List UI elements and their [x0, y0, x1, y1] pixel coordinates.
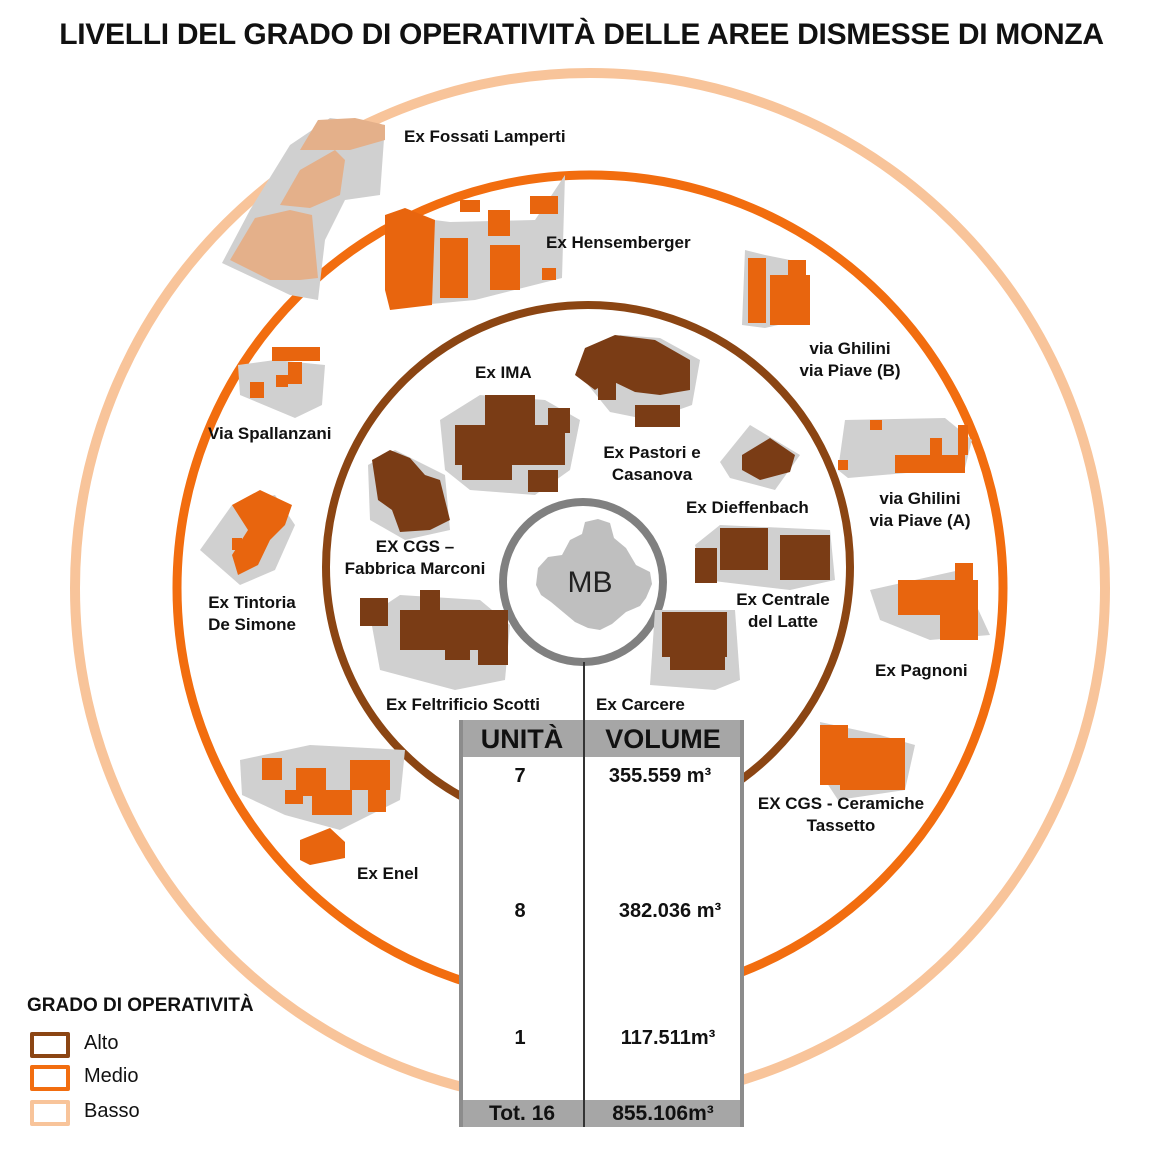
- buildings-basso: [222, 118, 385, 300]
- table-cell-volume-alto: 355.559 m³: [608, 765, 712, 787]
- legend-swatch-alto: [30, 1032, 70, 1058]
- center-map: [499, 498, 667, 1127]
- buildings-medio: [200, 175, 990, 865]
- legend-title: GRADO DI OPERATIVITÀ: [27, 995, 254, 1016]
- legend-label-alto: Alto: [84, 1032, 119, 1054]
- legend-label-medio: Medio: [84, 1065, 139, 1087]
- label-ex-enel: Ex Enel: [357, 864, 419, 883]
- monza-map-shape: [536, 519, 652, 630]
- label-ex-centrale-latte: Ex Centrale del Latte: [736, 590, 830, 631]
- legend-swatch-basso: [30, 1100, 70, 1126]
- center-label: MB: [567, 566, 613, 599]
- table-body-bg: [459, 720, 744, 1127]
- label-ex-feltrificio-scotti: Ex Feltrificio Scotti: [386, 695, 540, 714]
- label-ex-tintoria-de-simone: Ex Tintoria De Simone: [208, 593, 296, 634]
- table-footer-bg: [459, 1100, 744, 1127]
- table-header-bg: [459, 720, 744, 757]
- label-ex-hensemberger: Ex Hensemberger: [546, 233, 691, 252]
- label-via-spallanzani: Via Spallanzani: [208, 424, 332, 443]
- table-total-volume: 855.106m³: [612, 1102, 714, 1125]
- label-ex-pastori-casanova: Ex Pastori e Casanova: [603, 443, 701, 484]
- label-ex-cgs-ceramiche-tassetto: EX CGS - Ceramiche Tassetto: [757, 794, 925, 835]
- page-title: LIVELLI DEL GRADO DI OPERATIVITÀ DELLE A…: [59, 18, 1104, 51]
- legend-label-basso: Basso: [84, 1100, 140, 1122]
- table-header-volume: VOLUME: [605, 724, 721, 754]
- table-cell-volume-medio: 382.036 m³: [618, 900, 722, 922]
- label-ex-pagnoni: Ex Pagnoni: [875, 661, 968, 680]
- label-ex-fossati-lamperti: Ex Fossati Lamperti: [404, 127, 566, 146]
- summary-table: [459, 720, 744, 1127]
- legend-swatch-medio: [30, 1065, 70, 1091]
- label-via-ghilini-b: via Ghilini via Piave (B): [799, 339, 901, 380]
- table-cell-unita-basso: 1: [514, 1027, 526, 1049]
- buildings-alto: [360, 335, 835, 690]
- label-ex-cgs-marconi: EX CGS – Fabbrica Marconi: [344, 537, 486, 578]
- label-ex-dieffenbach: Ex Dieffenbach: [686, 498, 809, 517]
- label-ex-ima: Ex IMA: [475, 363, 532, 382]
- table-header-unita: UNITÀ: [480, 724, 564, 754]
- table-cell-volume-basso: 117.511m³: [620, 1027, 716, 1049]
- label-ex-carcere: Ex Carcere: [596, 695, 685, 714]
- label-via-ghilini-a: via Ghilini via Piave (A): [869, 489, 971, 530]
- table-total-unita: Tot. 16: [488, 1102, 556, 1125]
- table-cell-unita-alto: 7: [514, 765, 526, 787]
- table-cell-unita-medio: 8: [514, 900, 526, 922]
